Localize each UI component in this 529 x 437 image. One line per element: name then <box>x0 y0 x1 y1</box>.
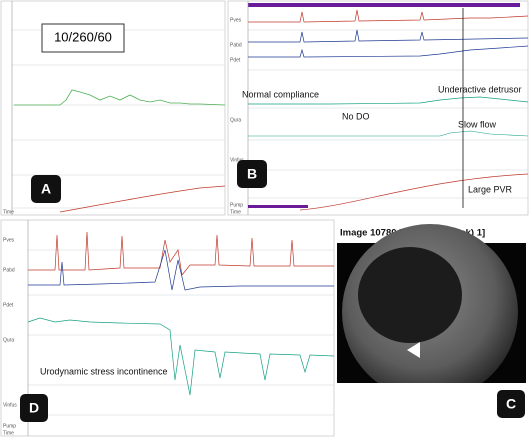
channel-label: Qura <box>230 117 241 123</box>
annotation: No DO <box>342 111 370 121</box>
channel-label: Vinfus <box>230 157 244 163</box>
panel-label: D <box>29 400 39 416</box>
annotation: Normal compliance <box>242 89 319 99</box>
channel-label: Pdet <box>230 57 241 63</box>
label-box <box>31 175 61 203</box>
channel-label: Pdet <box>3 302 14 308</box>
panel-label: C <box>506 396 516 412</box>
annotation: Large PVR <box>468 184 513 194</box>
channel-label: Pves <box>230 17 242 23</box>
label-box <box>20 394 48 422</box>
panel-d: Pves Pabd Pdet Qura Vinfus Pump Time Uro… <box>0 219 335 436</box>
channel-label: Vinfus <box>3 402 17 408</box>
channel-label: Pabd <box>3 267 15 273</box>
channel-label: Qura <box>3 337 14 343</box>
label-box <box>237 160 267 188</box>
panel-label: A <box>41 181 51 197</box>
label-box <box>497 390 525 418</box>
panel-c: Image 10780 [Cine-loop (disk) 1] C <box>337 224 526 418</box>
annotation: Slow flow <box>458 119 497 129</box>
panel-a: 10/260/60 Time A <box>0 0 226 215</box>
channel-label: Pump <box>3 423 16 429</box>
channel-label: Time <box>3 430 14 436</box>
annotation: Underactive detrusor <box>438 84 522 94</box>
panel-label: B <box>247 166 257 182</box>
channel-label: Pabd <box>230 42 242 48</box>
channel-label: Pump <box>230 202 243 208</box>
annotation: Urodynamic stress incontinence <box>40 366 168 376</box>
channel-label: Time <box>3 209 14 215</box>
panel-note: 10/260/60 <box>54 29 112 44</box>
channel-label: Pves <box>3 237 15 243</box>
panel-b: Pves Pabd Pdet Qura Vinfus Pump Time Nor… <box>227 0 529 215</box>
channel-label: Time <box>230 209 241 215</box>
